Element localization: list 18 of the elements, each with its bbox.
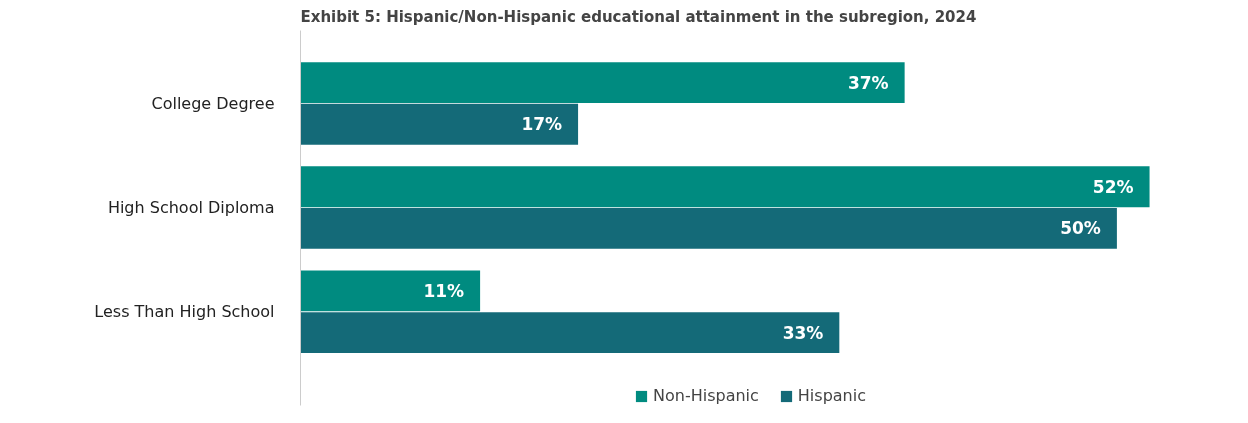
bar [300, 166, 1150, 208]
data-label: 37% [847, 72, 889, 93]
data-label: 33% [782, 322, 824, 343]
bar [300, 103, 579, 145]
bar [300, 270, 481, 312]
bar [300, 208, 1117, 249]
data-label: 17% [521, 114, 563, 135]
y-tick-label: High School Diploma [107, 198, 275, 218]
y-tick-label: College Degree [151, 93, 275, 113]
data-label: 52% [1092, 176, 1134, 197]
legend-label: Non-Hispanic [653, 386, 759, 405]
legend-label: Hispanic [797, 386, 866, 405]
data-label: 50% [1060, 218, 1101, 239]
bar [300, 312, 840, 353]
data-label: 11% [423, 280, 465, 301]
chart-title: Exhibit 5: Hispanic/Non-Hispanic educational attainment in the subregion, 2024 [300, 7, 977, 26]
bar [300, 62, 905, 103]
y-tick-label: Less Than High School [94, 302, 275, 322]
